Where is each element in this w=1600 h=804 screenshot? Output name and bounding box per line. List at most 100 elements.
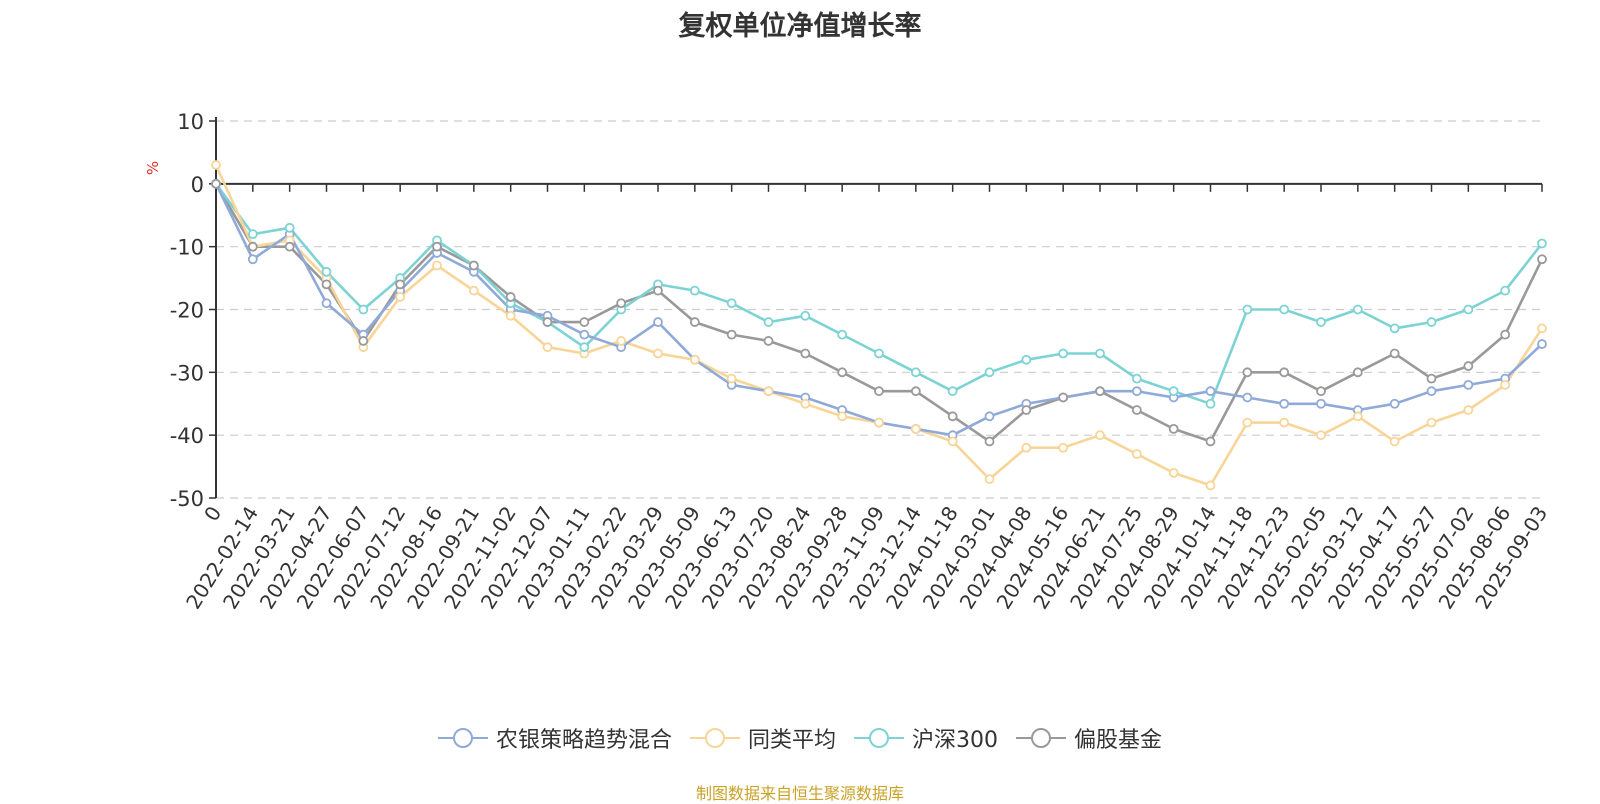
data-point [1463,379,1474,390]
data-point [1021,442,1032,453]
data-point [1316,430,1326,441]
data-point [1463,405,1474,415]
data-point [653,317,663,327]
y-tick-label: -10 [170,236,204,260]
data-point [616,298,627,309]
data-point [1537,238,1547,249]
data-point [800,398,811,409]
y-tick-label: 0 [191,173,204,197]
data-point [1095,348,1105,359]
data-point [432,241,442,252]
data-point [984,367,995,378]
legend-item[interactable]: 偏股基金 [1016,722,1162,754]
data-point [1058,392,1069,403]
data-point [579,317,590,327]
data-point [1205,398,1216,409]
data-point [1168,467,1179,478]
data-point [1279,304,1290,315]
series-line [214,183,1544,406]
data-point [984,474,995,485]
data-point [1352,367,1363,378]
data-point [1168,423,1179,434]
data-point [1131,405,1142,415]
data-point [1279,417,1290,428]
data-point [726,329,737,340]
data-point [1168,386,1179,397]
data-point [984,411,995,422]
data-point [910,386,921,397]
data-point [542,342,553,353]
data-point [1463,304,1474,315]
data-point [1131,373,1142,384]
legend-swatch-icon [689,728,740,748]
data-point [763,386,774,397]
data-point [874,386,884,397]
grid-lines [216,120,1542,499]
data-point [874,417,884,428]
data-point [800,348,811,359]
data-point [947,411,958,422]
data-point [579,329,590,340]
data-point [1500,379,1511,390]
series-line [214,183,1544,443]
data-point [1205,436,1216,447]
data-point [947,436,958,447]
data-point [653,348,663,359]
data-point [1021,405,1032,415]
axes [209,117,1543,499]
data-point [1058,442,1069,453]
data-point [1279,367,1290,378]
data-point [321,266,332,277]
data-point [247,254,258,265]
data-point [763,336,774,346]
data-point [1095,386,1105,397]
data-point [910,423,921,434]
data-point [1537,254,1547,265]
source-note: 制图数据来自恒生聚源数据库 [695,784,904,803]
data-point [947,386,958,397]
y-tick-label: 10 [177,110,204,134]
data-point [1205,480,1216,491]
data-point [1352,304,1363,315]
data-point [837,329,848,340]
data-point [211,160,221,170]
chart-title: 复权单位净值增长率 [678,11,922,42]
data-point [984,436,995,447]
data-point [1426,386,1437,397]
data-point [1463,361,1474,371]
data-point [1500,285,1511,296]
data-point [1242,417,1253,428]
y-tick-label: -30 [170,361,204,385]
data-point [616,336,627,346]
data-point [726,298,737,309]
series-lines [214,164,1544,487]
y-axis-label: % [144,161,162,175]
data-point [1021,354,1032,365]
data-point [395,279,406,290]
data-point [1131,449,1142,459]
data-point [1242,392,1253,403]
legend-item[interactable]: 沪深300 [854,722,998,754]
legend-item[interactable]: 同类平均 [689,722,836,754]
data-point [247,229,258,240]
data-point [542,317,553,327]
data-point [468,285,479,296]
data-point [837,411,848,422]
line-chart: 100-10-20-30-40-50%02022-02-142022-03-21… [144,110,1552,613]
data-point [726,373,737,384]
data-point [247,241,258,252]
legend-swatch-icon [854,728,904,748]
data-point [358,304,369,315]
data-point [505,292,516,302]
data-point [1500,329,1511,340]
legend-item[interactable]: 农银策略趋势混合 [437,722,672,754]
data-point [1205,386,1216,397]
data-point [1537,339,1547,349]
data-point [800,310,811,321]
data-point [211,178,221,189]
data-point [1426,417,1437,428]
legend-swatch-icon [1016,728,1066,748]
legend: 农银策略趋势混合 同类平均 沪深300 偏股基金 [0,722,1600,754]
data-point [1131,386,1142,397]
data-point [910,367,921,378]
